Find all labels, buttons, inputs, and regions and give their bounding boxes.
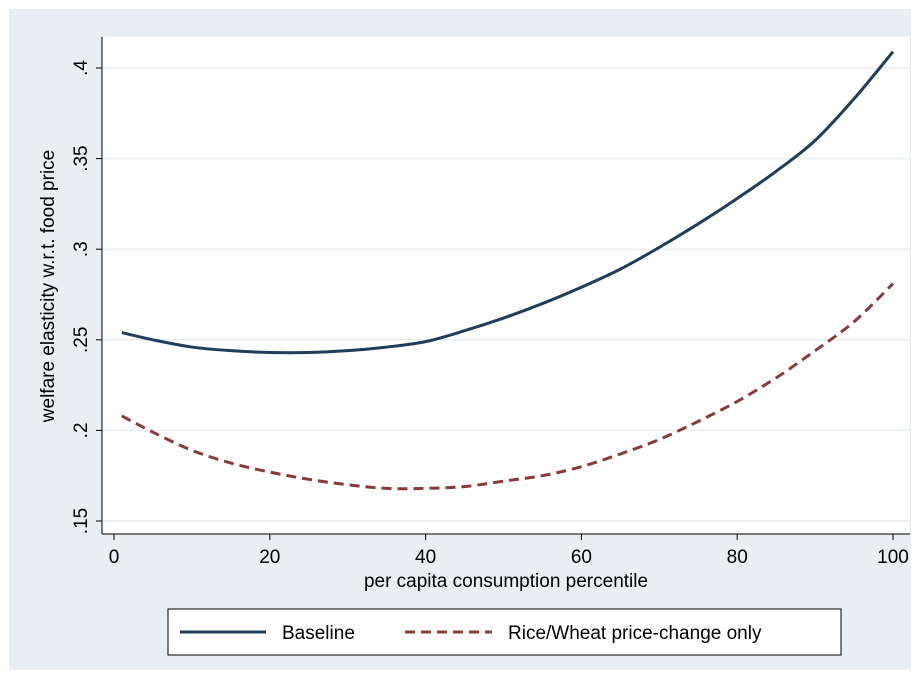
- x-tick-label: 100: [877, 547, 909, 568]
- plot-area: [102, 37, 910, 534]
- x-tick-label: 20: [259, 547, 280, 568]
- x-tick-label: 80: [727, 547, 748, 568]
- x-ticks: 0 20 40 60 80 100: [109, 534, 909, 568]
- y-tick-label: .2: [71, 422, 92, 438]
- y-tick-label: .25: [71, 327, 92, 353]
- y-tick-label: .35: [71, 145, 92, 171]
- legend-ricewheat-label: Rice/Wheat price-change only: [508, 623, 762, 644]
- y-axis-label: welfare elasticity w.r.t. food price: [38, 150, 59, 423]
- series-line-rice-wheat: [121, 282, 895, 491]
- y-tick-label: .3: [71, 241, 92, 257]
- y-tick-label: .4: [71, 60, 92, 76]
- x-tick-label: 60: [571, 547, 592, 568]
- x-axis-label: per capita consumption percentile: [364, 571, 648, 592]
- y-ticks: .15 .2 .25 .3 .35 .4: [71, 60, 102, 534]
- x-tick-label: 0: [109, 547, 120, 568]
- y-tick-label: .15: [71, 508, 92, 534]
- series-line-baseline: [121, 50, 895, 355]
- legend: Baseline Rice/Wheat price-change only: [167, 608, 842, 656]
- series-layer: [121, 50, 895, 491]
- grid-lines: [103, 67, 910, 522]
- x-tick-label: 40: [415, 547, 436, 568]
- legend-baseline-label: Baseline: [282, 623, 355, 644]
- legend-box: [167, 608, 842, 656]
